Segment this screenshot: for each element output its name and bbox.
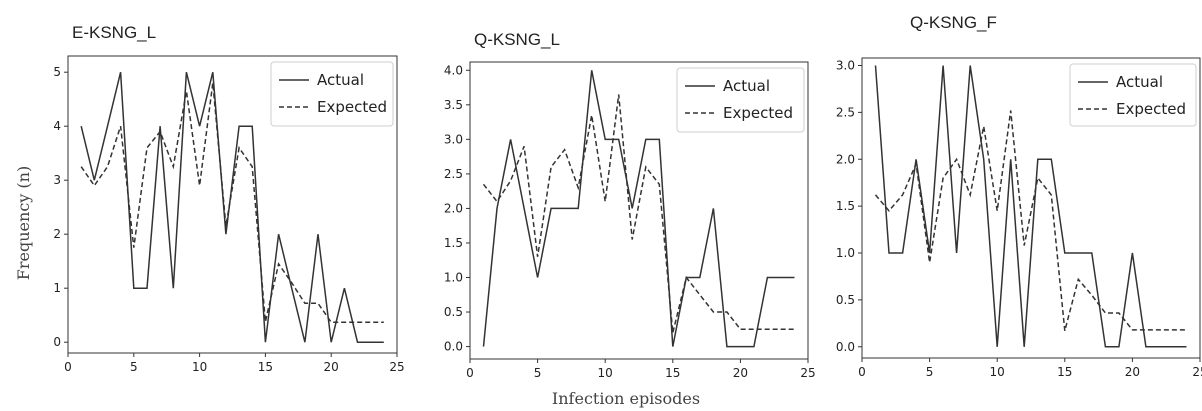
series-actual-line — [80, 72, 384, 343]
legend-box — [270, 61, 394, 127]
chart-title: E-KSNG_L — [72, 23, 156, 42]
x-tick-label: 0 — [466, 366, 474, 380]
y-tick-label: 4 — [53, 119, 61, 133]
legend-label-actual: Actual — [317, 71, 364, 89]
plot-frame — [67, 55, 398, 354]
y-tick-label: 0.5 — [444, 305, 463, 319]
series-expected-line — [874, 110, 1187, 331]
legend-box — [676, 67, 805, 133]
y-tick-label: 0.0 — [836, 340, 855, 354]
y-tick-label: 3.5 — [444, 98, 463, 112]
legend-box — [1069, 63, 1197, 127]
series-actual-line — [874, 65, 1187, 348]
x-tick-label: 15 — [665, 366, 680, 380]
y-tick-label: 2.0 — [836, 152, 855, 166]
legend-label-actual: Actual — [723, 77, 770, 95]
y-tick-label: 2.5 — [836, 105, 855, 119]
y-axis-label: Frequency (n) — [14, 166, 33, 280]
x-axis-label: Infection episodes — [552, 389, 700, 408]
legend-label-expected: Expected — [723, 104, 793, 122]
y-tick-label: 1.0 — [836, 246, 855, 260]
x-tick-label: 25 — [800, 366, 815, 380]
x-tick-label: 5 — [534, 366, 542, 380]
series-actual-line — [482, 70, 795, 348]
y-tick-label: 0.5 — [836, 293, 855, 307]
y-tick-label: 1.5 — [444, 236, 463, 250]
series-expected-line — [80, 82, 384, 323]
panel-q-ksng-f: Q-KSNG_F 0 5 10 15 20 25 0.0 0.5 1.0 1.5 2.0 2.5 3.0… — [836, 13, 1202, 379]
y-tick-label: 3.0 — [836, 59, 855, 73]
y-tick-label: 3 — [53, 173, 61, 187]
chart-title: Q-KSNG_L — [474, 30, 560, 49]
y-tick-label: 1 — [53, 281, 61, 295]
y-tick-label: 1.5 — [836, 199, 855, 213]
chart-title: Q-KSNG_F — [910, 13, 997, 32]
y-tick-label: 5 — [53, 65, 61, 79]
panel-q-ksng-l: Q-KSNG_L 0 5 10 15 20 25 0.0 0.5 1.0 1.5 2.0 2.5 3.0… — [444, 30, 816, 380]
x-tick-label: 0 — [858, 365, 866, 379]
y-tick-label: 0.0 — [444, 340, 463, 354]
y-tick-label: 2.5 — [444, 167, 463, 181]
x-tick-label: 20 — [1125, 365, 1140, 379]
y-tick-label: 1.0 — [444, 270, 463, 284]
panel-e-ksng-l: E-KSNG_L 0 5 10 15 20 25 0 1 2 3 4 5 Actual Expected — [53, 23, 404, 374]
x-tick-label: 20 — [324, 360, 339, 374]
x-tick-label: 0 — [64, 360, 72, 374]
x-tick-label: 5 — [926, 365, 934, 379]
y-tick-label: 2 — [53, 227, 61, 241]
y-tick-label: 2.0 — [444, 201, 463, 215]
x-tick-label: 15 — [258, 360, 273, 374]
y-tick-label: 0 — [53, 335, 61, 349]
legend-label-actual: Actual — [1116, 73, 1163, 91]
series-expected-line — [482, 94, 795, 333]
x-tick-label: 5 — [130, 360, 138, 374]
x-tick-label: 10 — [598, 366, 613, 380]
y-tick-label: 4.0 — [444, 63, 463, 77]
legend-label-expected: Expected — [317, 98, 387, 116]
x-tick-label: 25 — [1192, 365, 1202, 379]
plot-frame — [469, 61, 809, 360]
y-tick-label: 3.0 — [444, 132, 463, 146]
x-tick-label: 20 — [733, 366, 748, 380]
plot-frame — [861, 57, 1201, 359]
legend-label-expected: Expected — [1116, 100, 1186, 118]
x-tick-label: 15 — [1057, 365, 1072, 379]
x-tick-label: 25 — [389, 360, 404, 374]
x-tick-label: 10 — [192, 360, 207, 374]
x-tick-label: 10 — [990, 365, 1005, 379]
